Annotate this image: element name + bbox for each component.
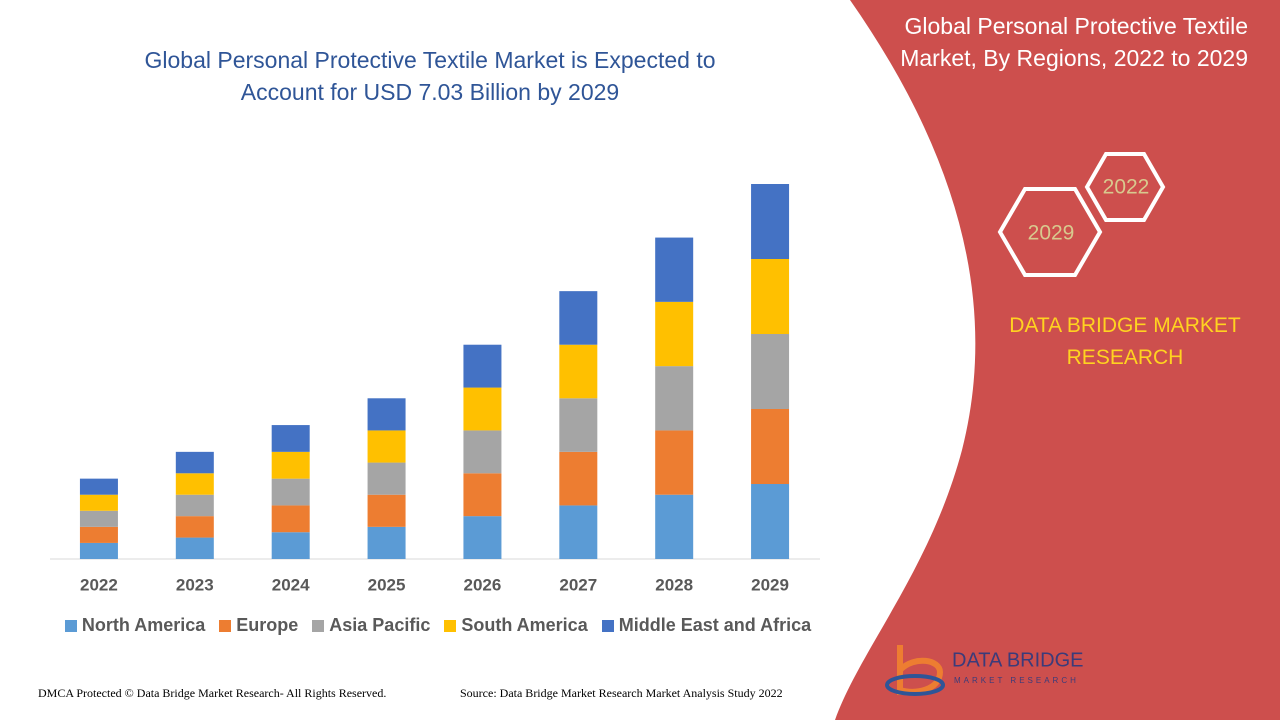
x-tick-label: 2029 [751, 575, 789, 594]
bar-segment [271, 532, 310, 559]
bar-segment [79, 542, 118, 559]
logo-name: DATA BRIDGE [952, 649, 1084, 671]
bar-segment [463, 344, 502, 388]
logo-icon [885, 674, 945, 696]
logo-tagline: MARKET RESEARCH [954, 676, 1079, 685]
legend-label: Middle East and Africa [618, 615, 812, 635]
x-tick-label: 2028 [655, 575, 693, 594]
bar-segment [271, 478, 310, 506]
bar-segment [271, 451, 310, 479]
bar-segment [175, 516, 214, 538]
legend-item: Asia Pacific [312, 615, 430, 636]
bar-segment [559, 398, 598, 452]
hexagon [1084, 152, 1166, 222]
bar-segment [463, 516, 502, 559]
bar-segment [751, 259, 790, 334]
legend-label: South America [461, 615, 588, 635]
bar-segment [79, 494, 118, 511]
bar-segment [271, 505, 310, 533]
bar-segment [175, 494, 214, 517]
bar-segment [655, 237, 694, 302]
bar-segment [655, 494, 694, 559]
legend-label: Europe [236, 615, 299, 635]
legend-swatch [601, 619, 614, 632]
x-tick-label: 2026 [464, 575, 502, 594]
legend-label: Asia Pacific [329, 615, 431, 635]
legend-swatch [312, 619, 325, 632]
hexagon-label: 2029 [1028, 222, 1075, 245]
legend-swatch [444, 619, 457, 632]
bar-segment [367, 526, 406, 559]
bar-segment [655, 430, 694, 495]
legend-item: Europe [219, 615, 298, 636]
hexagon [997, 187, 1103, 277]
legend-label: North America [81, 615, 206, 635]
bar-segment [751, 184, 790, 259]
x-tick-label: 2023 [176, 575, 214, 594]
footer-left: DMCA Protected © Data Bridge Market Rese… [38, 686, 387, 700]
legend-item: North America [64, 615, 206, 636]
bar-segment [367, 462, 406, 495]
x-tick-label: 2027 [559, 575, 597, 594]
footer-right: Source: Data Bridge Market Research Mark… [460, 686, 783, 700]
bar-segment [751, 409, 790, 484]
x-tick-label: 2022 [80, 575, 118, 594]
hexagon-label: 2022 [1103, 176, 1150, 199]
bar-segment [79, 526, 118, 543]
bar-segment [655, 366, 694, 431]
legend-swatch [64, 619, 77, 632]
bar-segment [463, 473, 502, 517]
bar-segment [175, 451, 214, 474]
x-tick-label: 2024 [272, 575, 310, 594]
bar-segment [751, 334, 790, 409]
bar-segment [463, 387, 502, 431]
bar-segment [559, 291, 598, 345]
bar-segment [655, 301, 694, 367]
legend-item: Middle East and Africa [601, 615, 812, 636]
red-panel [835, 0, 1280, 720]
bar-segment [79, 510, 118, 527]
bar-segment [175, 473, 214, 495]
panel-title: Global Personal Protective Textile Marke… [900, 13, 1248, 71]
chart-title: Global Personal Protective Textile Marke… [144, 47, 716, 105]
bar-segment [367, 398, 406, 431]
bar-segment [559, 451, 598, 506]
bar-segment [175, 537, 214, 559]
legend-swatch [219, 619, 232, 632]
brand: DATA BRIDGE MARKET RESEARCH [1009, 314, 1241, 369]
bar-segment [367, 494, 406, 527]
legend: North America Europe Asia Pacific South Ame… [40, 615, 836, 636]
bar-segment [79, 478, 118, 495]
bar-segment [751, 484, 790, 559]
logo-icon [897, 645, 944, 695]
bar-segment [271, 425, 310, 452]
x-tick-label: 2025 [368, 575, 406, 594]
legend-item: South America [444, 615, 588, 636]
bar-segment [559, 505, 598, 559]
bar-segment [463, 430, 502, 474]
bar-segment [367, 430, 406, 463]
bar-segment [559, 344, 598, 399]
